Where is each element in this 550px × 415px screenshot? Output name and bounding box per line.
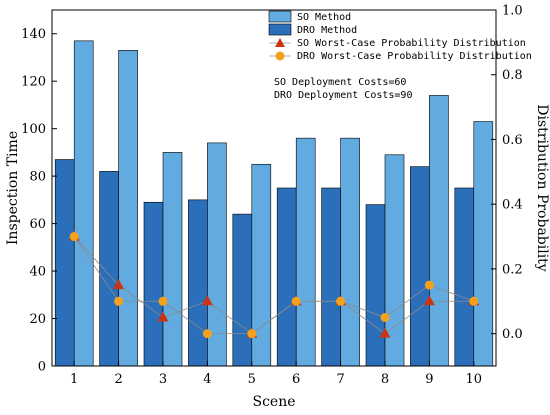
bar-dro-method-6 [276, 187, 297, 367]
y-tick-label: 20 [29, 312, 46, 327]
y-tick-label: 60 [29, 217, 46, 232]
point-so-worst-case-2 [113, 279, 125, 290]
point-dro-worst-case-6 [291, 296, 301, 306]
x-tick-label: 4 [203, 372, 211, 387]
x-tick-label: 2 [114, 372, 122, 387]
bar-dro-method-2 [99, 171, 119, 367]
x-tick-label: 9 [425, 372, 433, 387]
y2-tick-label: 0.0 [502, 327, 523, 342]
point-dro-worst-case-9 [424, 280, 434, 290]
x-tick-label: 3 [159, 372, 167, 387]
legend-label-so-worst-case: SO Worst-Case Probability Distribution [297, 38, 526, 49]
legend-label-dro-method: DRO Method [297, 25, 357, 36]
annotation-dro-deployment-costs: DRO Deployment Costs=90 [274, 90, 412, 101]
y2-tick-label: 1.0 [502, 4, 523, 19]
bar-dro-method-1 [54, 159, 75, 367]
legend: SO Method DRO Method SO Worst-Case Proba… [268, 10, 532, 62]
bar-so-method-6 [295, 137, 316, 367]
y2-tick-label: 0.4 [502, 198, 523, 213]
point-dro-worst-case-5 [247, 329, 257, 339]
y2-tick-label: 0.2 [502, 262, 523, 277]
legend-marker-so-worst-case [275, 38, 285, 47]
point-so-worst-case-9 [423, 295, 435, 306]
bar-dro-method-4 [188, 199, 208, 367]
x-axis-title: Scene [252, 394, 295, 410]
x-tick-label: 10 [466, 372, 483, 387]
bars-layer [54, 40, 494, 367]
y2-tick-label: 0.6 [502, 133, 523, 148]
point-so-worst-case-3 [157, 311, 169, 322]
x-tick-label: 7 [336, 372, 344, 387]
bar-dro-method-8 [365, 204, 386, 367]
y-tick-label: 80 [29, 170, 46, 185]
y-tick-label: 100 [21, 122, 46, 137]
point-dro-worst-case-7 [336, 296, 346, 306]
point-dro-worst-case-1 [69, 232, 79, 242]
bar-so-method-2 [118, 50, 138, 367]
y-tick-label: 40 [29, 265, 46, 280]
point-so-worst-case-8 [379, 327, 391, 338]
y-tick-label: 0 [38, 360, 46, 375]
bar-dro-method-3 [143, 201, 164, 367]
y2-axis-title: Distribution Probability [534, 104, 550, 272]
point-dro-worst-case-2 [114, 296, 124, 306]
bar-so-method-9 [429, 95, 449, 367]
legend-label-dro-worst-case: DRO Worst-Case Probability Distribution [297, 51, 532, 62]
point-dro-worst-case-10 [469, 296, 479, 306]
point-so-worst-case-4 [201, 295, 213, 306]
legend-label-so-method: SO Method [297, 12, 351, 23]
plot-frame [51, 9, 497, 367]
bar-dro-method-7 [321, 187, 341, 367]
legend-swatch-dro-method [268, 23, 292, 36]
bar-dro-method-10 [454, 187, 475, 367]
point-dro-worst-case-3 [158, 296, 168, 306]
bar-so-method-3 [162, 152, 183, 367]
bar-dro-method-9 [410, 166, 430, 367]
bar-dro-method-5 [232, 213, 253, 367]
y-tick-label: 120 [21, 75, 46, 90]
annotation-so-deployment-costs: SO Deployment Costs=60 [274, 77, 406, 88]
x-tick-label: 1 [70, 372, 78, 387]
point-dro-worst-case-8 [380, 312, 390, 322]
lines-layer [68, 230, 480, 339]
x-tick-label: 6 [292, 372, 300, 387]
bar-so-method-7 [340, 137, 360, 367]
series-line-dro-worst-case [73, 236, 474, 335]
legend-swatch-so-method [268, 10, 292, 23]
y-tick-label: 140 [21, 27, 46, 42]
legend-marker-dro-worst-case [275, 51, 285, 61]
y-axis-title: Inspection Time [5, 131, 21, 245]
bar-so-method-1 [73, 40, 94, 367]
bar-so-method-10 [473, 121, 494, 367]
axes-layer: 0 20 40 60 80 100 120 140 0.0 0.2 0.4 0.6 0.8 1.0 1 2 3 4… [21, 4, 523, 388]
x-tick-label: 5 [248, 372, 256, 387]
point-dro-worst-case-4 [202, 329, 212, 339]
x-tick-label: 8 [381, 372, 389, 387]
y2-tick-label: 0.8 [502, 68, 523, 83]
